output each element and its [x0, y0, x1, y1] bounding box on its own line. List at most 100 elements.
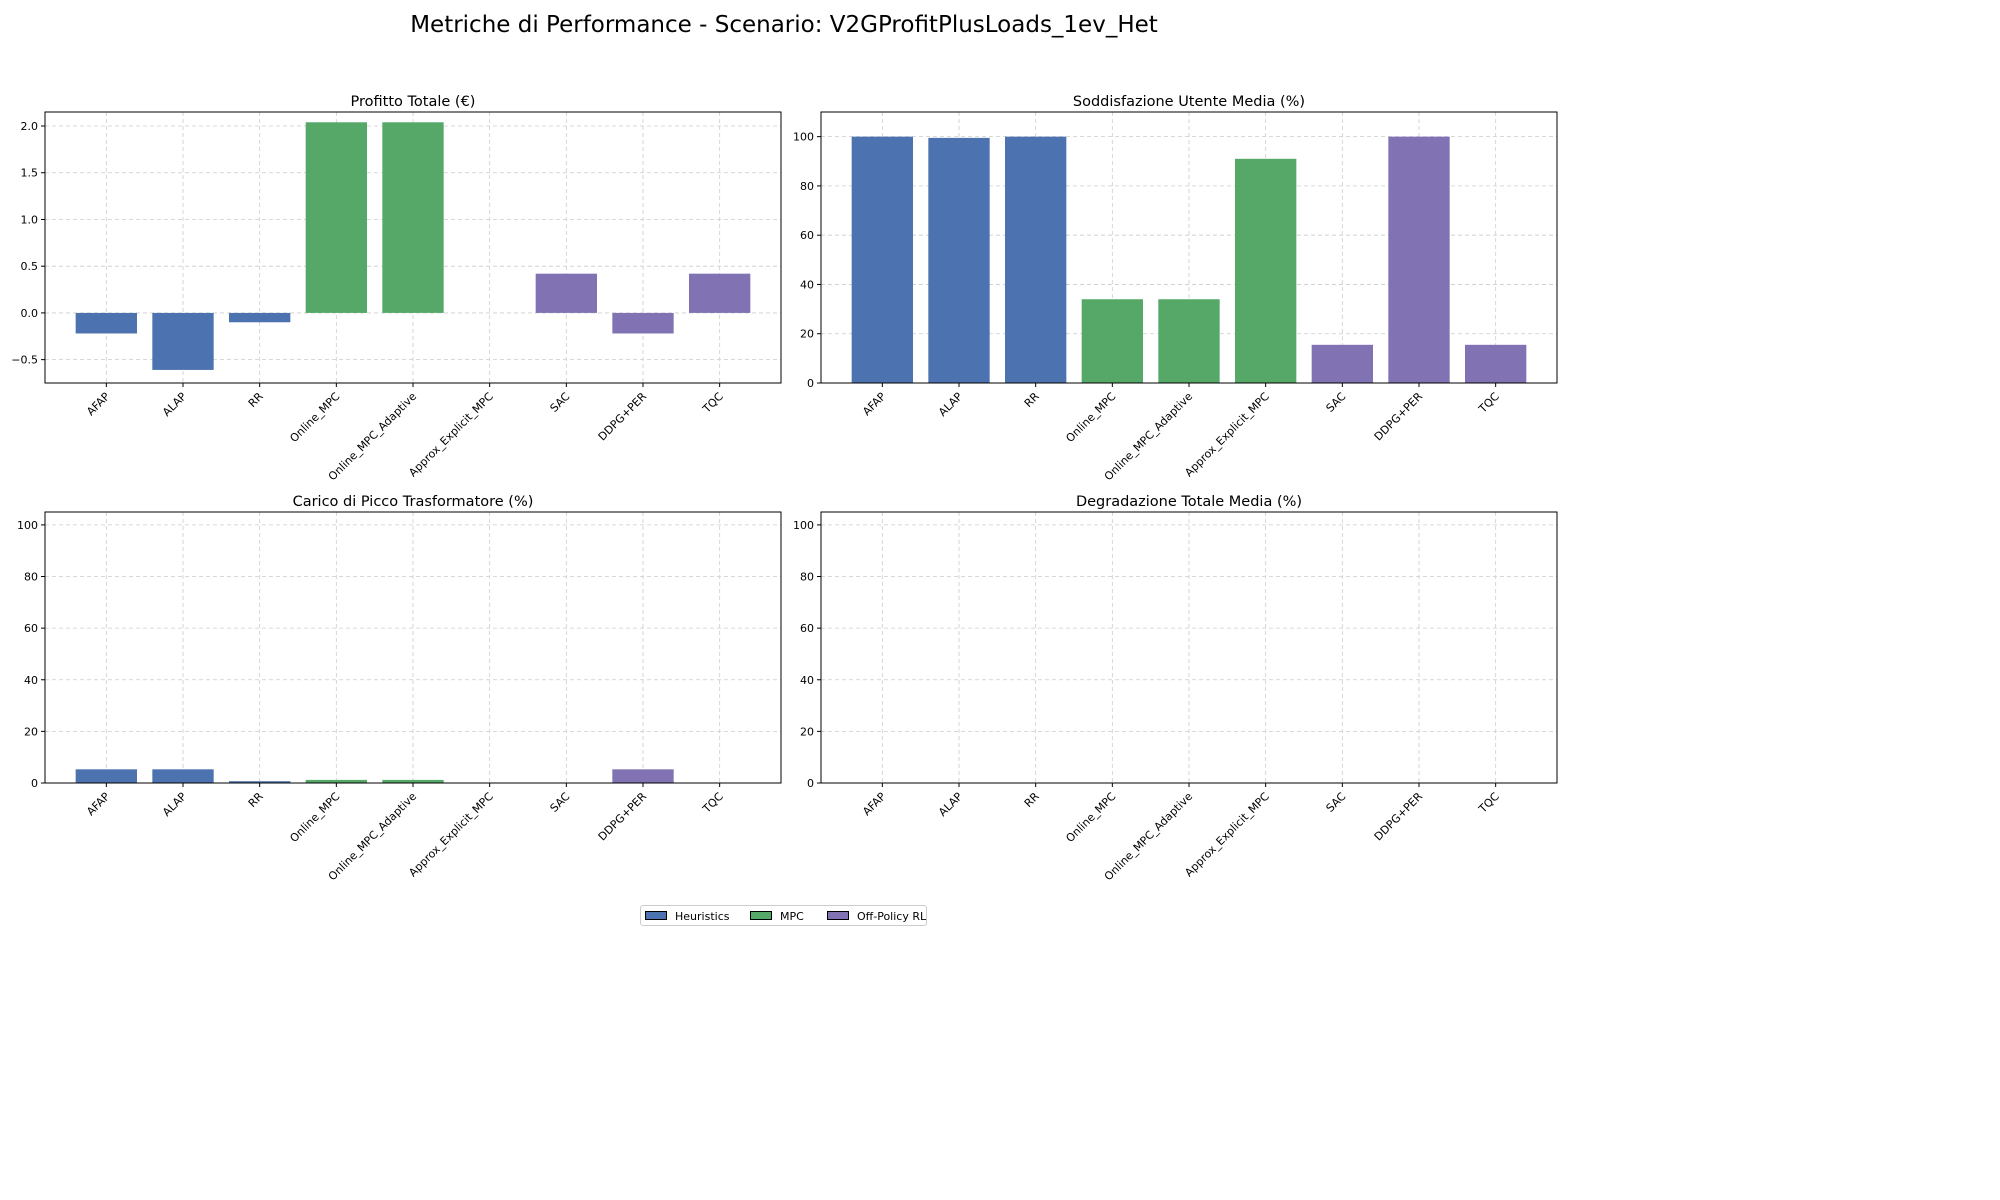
- x-tick-label: Online_MPC_Adaptive: [1102, 390, 1195, 483]
- bar-approx-explicit-mpc: [1235, 158, 1297, 383]
- bar-online-mpc-adaptive: [382, 779, 444, 783]
- y-tick-label: 100: [793, 519, 814, 532]
- legend-swatch-heuristics: [645, 911, 667, 920]
- y-tick-label: 0: [807, 377, 814, 390]
- y-tick-label: 60: [800, 229, 814, 242]
- bar-rr: [229, 312, 291, 323]
- subplot-title: Profitto Totale (€): [351, 94, 476, 110]
- figure-title: Metriche di Performance - Scenario: V2GP…: [410, 12, 1158, 38]
- x-tick-label: Online_MPC_Adaptive: [326, 390, 419, 483]
- x-tick-label: RR: [246, 390, 266, 410]
- bar-ddpg-per: [1388, 136, 1450, 383]
- legend-swatch-mpc: [750, 911, 772, 920]
- bar-tqc: [1465, 344, 1527, 383]
- bar-sac: [1311, 344, 1373, 383]
- y-tick-label: 20: [24, 725, 38, 738]
- bar-ddpg-per: [612, 769, 674, 783]
- x-tick-label: AFAP: [860, 390, 889, 419]
- subplot-title: Carico di Picco Trasformatore (%): [293, 494, 534, 510]
- x-tick-label: TQC: [700, 790, 726, 816]
- x-tick-label: ALAP: [160, 790, 189, 819]
- y-tick-label: −0.5: [11, 354, 38, 367]
- y-tick-label: 100: [17, 519, 38, 532]
- y-tick-label: 80: [800, 571, 814, 584]
- x-tick-label: TQC: [1476, 790, 1502, 816]
- legend-label-heuristics: Heuristics: [675, 910, 730, 923]
- subplot-4: 0 20 40 60 80 100 AFAP ALAP RR Online_MPCOnline_M…: [793, 494, 1558, 883]
- x-tick-label: Approx_Explicit_MPC: [406, 790, 496, 880]
- x-tick-label: DDPG+PER: [1372, 390, 1426, 444]
- y-tick-label: 80: [800, 180, 814, 193]
- y-tick-label: 0: [31, 777, 38, 790]
- y-tick-label: 40: [800, 674, 814, 687]
- y-tick-label: 100: [793, 131, 814, 144]
- bar-afap: [851, 136, 913, 383]
- bar-afap: [75, 312, 137, 334]
- x-tick-label: SAC: [1324, 390, 1349, 415]
- subplot-2: 0 20 40 60 80 100 AFAP ALAP RR Online_MPCOnline_M…: [793, 94, 1558, 483]
- y-tick-label: 40: [24, 674, 38, 687]
- x-tick-label: TQC: [700, 390, 726, 416]
- x-tick-label: DDPG+PER: [1372, 790, 1426, 844]
- subplot-title: Soddisfazione Utente Media (%): [1073, 94, 1305, 110]
- bar-tqc: [689, 273, 751, 313]
- x-tick-label: RR: [246, 790, 266, 810]
- bar-online-mpc: [1081, 299, 1143, 383]
- bar-alap: [152, 769, 214, 783]
- legend-label-mpc: MPC: [780, 910, 804, 923]
- x-tick-label: Online_MPC_Adaptive: [326, 790, 419, 883]
- x-tick-label: TQC: [1476, 390, 1502, 416]
- x-tick-label: DDPG+PER: [596, 790, 650, 844]
- legend: Heuristics MPC Off-Policy RL: [640, 905, 927, 926]
- x-tick-label: Online_MPC: [287, 790, 342, 845]
- x-tick-label: AFAP: [84, 390, 113, 419]
- x-tick-label: Approx_Explicit_MPC: [406, 390, 496, 480]
- y-tick-label: 0.5: [21, 260, 39, 273]
- x-tick-label: Online_MPC: [287, 390, 342, 445]
- bar-sac: [535, 273, 597, 313]
- x-tick-label: RR: [1022, 390, 1042, 410]
- bar-alap: [152, 312, 214, 370]
- bar-ddpg-per: [612, 312, 674, 334]
- x-tick-label: SAC: [1324, 790, 1349, 815]
- y-tick-label: 60: [800, 622, 814, 635]
- subplot-1: −0.5 0.0 0.5 1.0 1.5 2.0 AFAP ALAP RR Online_MPCO…: [11, 94, 782, 483]
- y-tick-label: 80: [24, 571, 38, 584]
- y-tick-label: 0.0: [21, 307, 39, 320]
- bar-rr: [229, 781, 291, 783]
- x-tick-label: SAC: [548, 390, 573, 415]
- x-tick-label: RR: [1022, 790, 1042, 810]
- legend-label-off-policy-rl: Off-Policy RL: [857, 910, 927, 923]
- x-tick-label: ALAP: [936, 390, 965, 419]
- y-tick-label: 40: [800, 278, 814, 291]
- legend-swatch-off-policy-rl: [827, 911, 849, 920]
- x-tick-label: AFAP: [860, 790, 889, 819]
- y-tick-label: 2.0: [21, 120, 39, 133]
- subplot-title: Degradazione Totale Media (%): [1076, 494, 1302, 510]
- bar-online-mpc-adaptive: [1158, 299, 1220, 383]
- x-tick-label: SAC: [548, 790, 573, 815]
- y-tick-label: 20: [800, 725, 814, 738]
- y-tick-label: 1.5: [21, 167, 39, 180]
- x-tick-label: Approx_Explicit_MPC: [1182, 390, 1272, 480]
- x-tick-label: Approx_Explicit_MPC: [1182, 790, 1272, 880]
- x-tick-label: Online_MPC: [1063, 790, 1118, 845]
- y-tick-label: 1.0: [21, 213, 39, 226]
- subplot-3: 0 20 40 60 80 100 AFAP ALAP RR Online_MPCOnline_M…: [17, 494, 782, 883]
- bar-online-mpc-adaptive: [382, 122, 444, 313]
- bar-rr: [1005, 136, 1067, 383]
- x-tick-label: Online_MPC: [1063, 390, 1118, 445]
- y-tick-label: 60: [24, 622, 38, 635]
- x-tick-label: ALAP: [936, 790, 965, 819]
- y-tick-label: 0: [807, 777, 814, 790]
- bar-afap: [75, 769, 137, 783]
- x-tick-label: DDPG+PER: [596, 390, 650, 444]
- x-tick-label: ALAP: [160, 390, 189, 419]
- bar-online-mpc: [305, 122, 367, 313]
- x-tick-label: Online_MPC_Adaptive: [1102, 790, 1195, 883]
- x-tick-label: AFAP: [84, 790, 113, 819]
- bar-alap: [928, 137, 990, 383]
- y-tick-label: 20: [800, 328, 814, 341]
- bar-online-mpc: [305, 779, 367, 783]
